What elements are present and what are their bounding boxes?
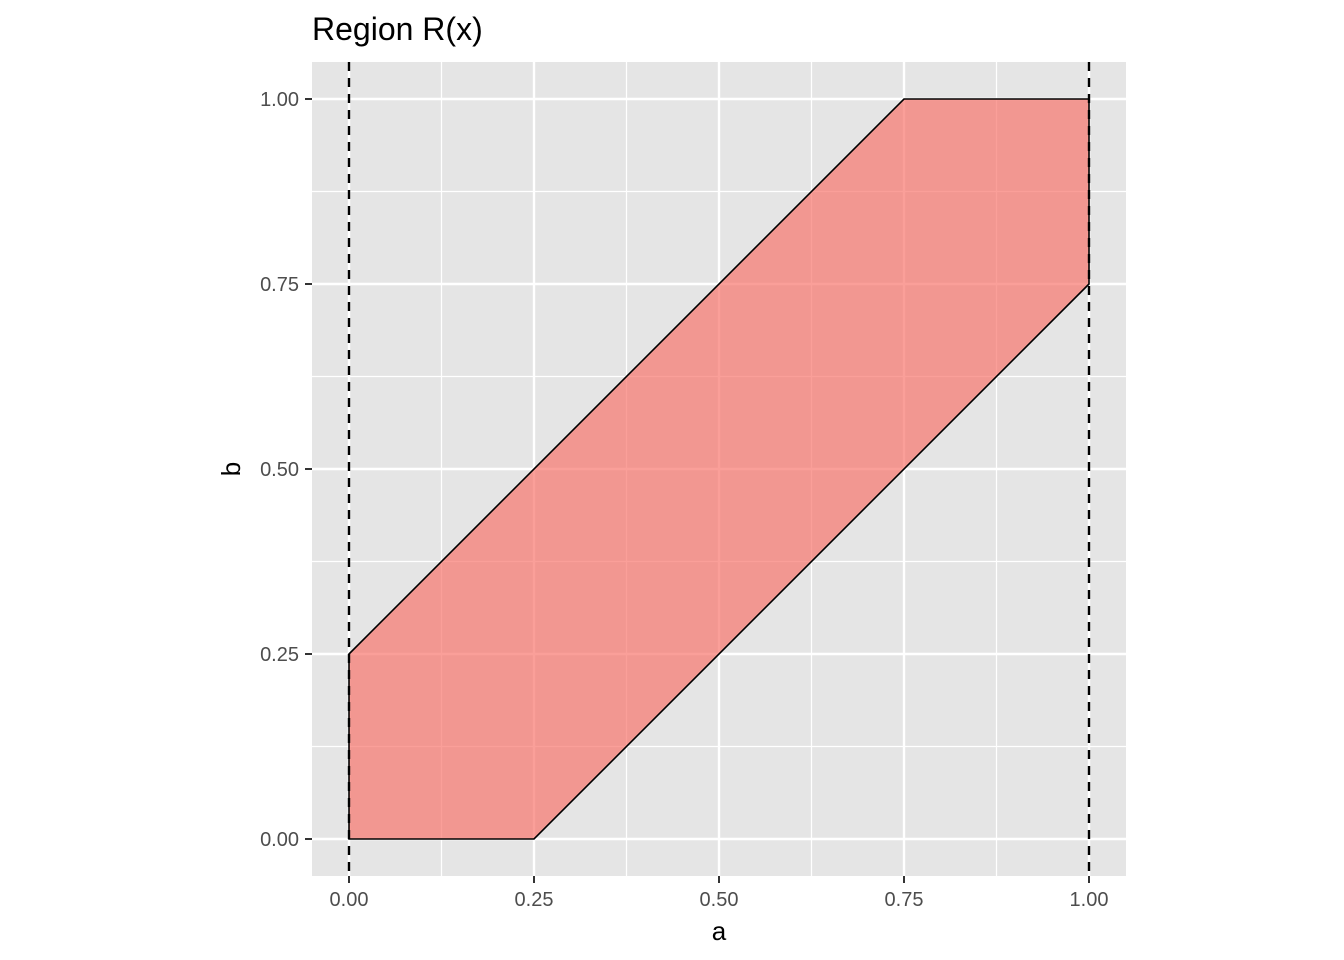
x-tick-label: 1.00 <box>1070 889 1109 911</box>
y-tick-label: 0.25 <box>260 644 299 666</box>
y-axis-ticks: 0.00 0.25 0.50 0.75 1.00 <box>260 89 312 851</box>
x-axis-ticks: 0.00 0.25 0.50 0.75 1.00 <box>330 876 1109 911</box>
y-tick-label: 0.00 <box>260 829 299 851</box>
x-tick-label: 0.50 <box>700 889 739 911</box>
y-tick-label: 0.75 <box>260 274 299 296</box>
boundary-lines <box>347 62 1091 876</box>
x-tick-label: 0.00 <box>330 889 369 911</box>
y-tick-label: 1.00 <box>260 89 299 111</box>
y-axis-title: b <box>216 462 246 476</box>
y-tick-label: 0.50 <box>260 459 299 481</box>
chart-title: Region R(x) <box>312 11 483 47</box>
x-tick-label: 0.75 <box>885 889 924 911</box>
x-tick-label: 0.25 <box>515 889 554 911</box>
x-axis-title: a <box>712 916 727 946</box>
